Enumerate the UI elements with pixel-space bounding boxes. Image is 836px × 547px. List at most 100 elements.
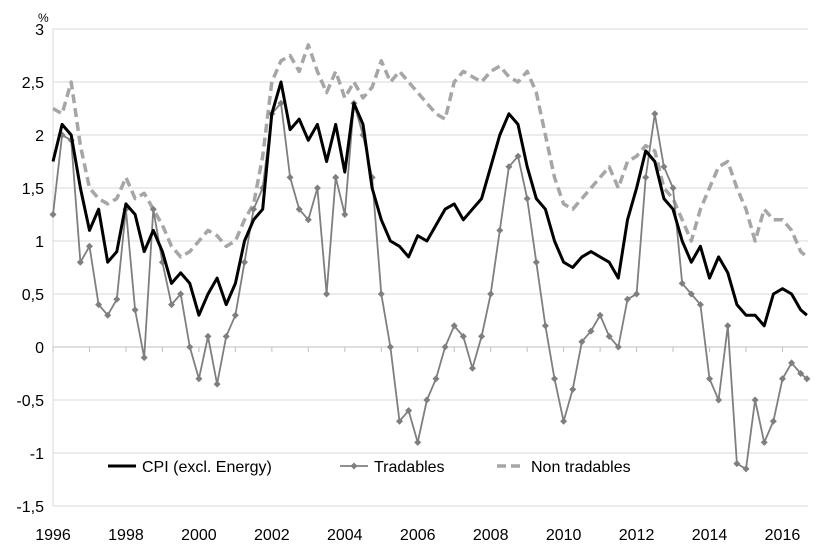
data-point-marker xyxy=(341,211,349,218)
x-tick-label: 2012 xyxy=(619,527,655,544)
legend-label: Tradables xyxy=(374,459,445,476)
x-tick-label: 2014 xyxy=(692,527,728,544)
data-point-marker xyxy=(642,173,650,181)
series-cpi-excl-energy xyxy=(51,80,808,328)
data-point-marker xyxy=(551,375,559,383)
data-point-marker xyxy=(578,338,586,346)
x-tick-label: 1996 xyxy=(35,527,71,544)
data-point-marker xyxy=(104,311,112,319)
data-point-marker xyxy=(286,173,294,181)
data-point-marker xyxy=(541,322,549,330)
data-point-marker xyxy=(231,311,239,319)
legend-marker xyxy=(350,462,358,470)
series-tradables xyxy=(49,99,811,473)
x-tick-label: 1998 xyxy=(108,527,144,544)
data-point-marker xyxy=(432,375,440,383)
data-point-marker xyxy=(569,385,577,393)
zero-axis xyxy=(52,346,808,352)
data-point-marker xyxy=(450,322,458,330)
series-non-tradables xyxy=(52,43,809,259)
data-point-marker xyxy=(240,258,248,266)
y-tick-label: -1,5 xyxy=(16,499,44,516)
data-point-marker xyxy=(405,407,413,415)
data-point-marker xyxy=(222,332,230,340)
data-point-marker xyxy=(395,417,403,425)
data-point-marker xyxy=(250,205,258,213)
y-tick-label: 1 xyxy=(35,234,44,251)
data-point-marker xyxy=(468,364,476,372)
y-axis-unit-label: % xyxy=(38,11,49,25)
legend-label: Non tradables xyxy=(531,459,631,476)
data-point-marker xyxy=(131,306,139,314)
data-point-marker xyxy=(377,290,385,298)
data-point-marker xyxy=(623,295,631,303)
series-line xyxy=(52,43,809,259)
x-tick-label: 2016 xyxy=(765,527,801,544)
data-point-marker xyxy=(532,258,540,266)
y-axis-tick-labels: -1,5 -1 -0,5 0 0,5 1 1,5 2 2,5 3 xyxy=(16,22,44,516)
data-point-marker xyxy=(587,327,595,335)
data-point-marker xyxy=(386,343,394,351)
data-point-marker xyxy=(651,110,659,118)
data-point-marker xyxy=(605,332,613,340)
legend-item: Tradables xyxy=(340,459,445,476)
data-point-marker xyxy=(459,332,467,340)
y-tick-label: 3 xyxy=(35,22,44,39)
data-point-marker xyxy=(332,173,340,181)
data-point-marker xyxy=(788,359,796,367)
x-axis-tick-labels: 1996 1998 2000 2002 2004 2006 2008 2010 2012 2014… xyxy=(35,527,800,544)
x-tick-label: 2010 xyxy=(546,527,582,544)
data-point-marker xyxy=(295,205,303,213)
data-point-marker xyxy=(505,163,513,171)
series-line xyxy=(52,102,808,470)
legend-label: CPI (excl. Energy) xyxy=(142,459,272,476)
data-point-marker xyxy=(760,438,768,446)
x-tick-label: 2004 xyxy=(327,527,363,544)
data-point-marker xyxy=(213,380,221,388)
data-point-marker xyxy=(560,417,568,425)
data-point-marker xyxy=(195,375,203,383)
data-point-marker xyxy=(742,465,750,473)
y-tick-label: -0,5 xyxy=(16,393,44,410)
x-tick-label: 2002 xyxy=(254,527,290,544)
series-line xyxy=(51,80,808,328)
data-point-marker xyxy=(614,343,622,351)
data-point-marker xyxy=(696,301,704,309)
data-point-marker xyxy=(95,301,103,309)
data-point-marker xyxy=(323,290,331,298)
data-point-marker xyxy=(596,311,604,319)
data-point-marker xyxy=(751,396,759,404)
data-point-marker xyxy=(724,322,732,330)
data-point-marker xyxy=(177,290,185,298)
series-lines xyxy=(49,43,811,473)
data-point-marker xyxy=(168,301,176,309)
data-point-marker xyxy=(313,184,321,192)
data-point-marker xyxy=(76,258,84,266)
y-tick-label: 2 xyxy=(35,128,44,145)
data-point-marker xyxy=(496,226,504,234)
data-point-marker xyxy=(113,295,121,303)
data-point-marker xyxy=(204,332,212,340)
x-tick-label: 2000 xyxy=(181,527,217,544)
y-tick-label: -1 xyxy=(30,446,44,463)
y-tick-label: 1,5 xyxy=(22,181,44,198)
data-point-marker xyxy=(140,354,148,362)
data-point-marker xyxy=(797,370,805,377)
legend-item: Non tradables xyxy=(497,459,631,476)
data-point-marker xyxy=(803,375,811,383)
data-point-marker xyxy=(441,343,449,351)
data-point-marker xyxy=(733,460,741,468)
data-point-marker xyxy=(514,152,522,160)
data-point-marker xyxy=(678,279,686,287)
data-point-marker xyxy=(660,163,668,171)
data-point-marker xyxy=(633,290,641,298)
data-point-marker xyxy=(523,195,531,203)
data-point-marker xyxy=(778,375,786,383)
data-point-marker xyxy=(487,290,495,298)
data-point-marker xyxy=(423,396,431,404)
data-point-marker xyxy=(49,211,57,218)
data-point-marker xyxy=(769,417,777,425)
data-point-marker xyxy=(85,242,93,250)
data-point-marker xyxy=(414,438,422,446)
